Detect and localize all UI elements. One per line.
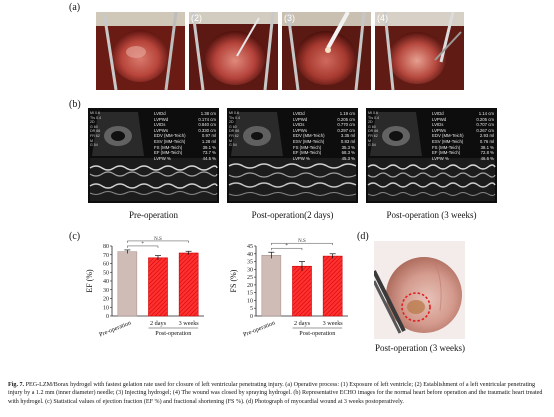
echo-caption-pre: Pre-operation [129,210,178,220]
echo-caption-2-days: Post-operation(2 days) [251,210,334,220]
photo-exposure [96,12,185,90]
y-tick-label: 50 [103,270,109,276]
group-label: Post-operation [299,330,335,337]
y-tick-label: 10 [247,298,253,304]
y-tick-label: 80 [103,244,109,250]
figure-caption: Fig. 7. PEG-LZM/Borax hydrogel with fast… [8,381,548,406]
x-tick-label: Pre-operation [242,319,276,338]
panel-label-a: (a) [69,2,81,13]
x-tick-label: 3 weeks [323,320,344,327]
significance-bracket [127,240,189,243]
photo-wound-3-weeks [374,241,465,339]
panel-label-b: (b) [69,99,81,110]
figure-caption-text: PEG-LZM/Borax hydrogel with fastest gela… [8,382,543,405]
photo-injury [189,12,278,90]
ef-bar-chart: 0 10 20 30 40 50 60 70 80 EF (%) * N.S Pre-operation… [85,237,204,338]
y-tick-label: 25 [247,275,253,281]
bar [178,252,199,317]
photo-d-caption: Post-operation (3 weeks) [375,343,465,353]
y-tick-label: 40 [247,252,253,258]
y-axis-label: FS (%) [229,269,238,292]
echo-measurements: LVIDd 1.38 cm LVPWd 0.174 cm LVIDs 0.840 cm… [154,111,216,161]
significance-label: * [285,244,288,249]
echo-measurements: LVIDd 1.19 cm LVPWd 0.205 cm LVIDs 0.770 cm… [293,111,355,161]
y-axis-label: EF (%) [85,269,94,293]
x-tick-label: 2 days [294,320,311,327]
y-tick-label: 15 [247,291,253,297]
y-tick-label: 45 [247,244,253,250]
echo-caption-3-weeks: Post-operation (3 weeks) [386,210,477,220]
x-tick-label: 3 weeks [179,320,200,327]
significance-bracket [127,245,159,248]
bar [117,251,138,317]
panel-label-d: (d) [357,231,369,242]
y-tick-label: 30 [103,288,109,294]
significance-label: N.S [298,239,306,244]
y-tick-label: 20 [247,283,253,289]
figure-caption-lead: Fig. 7. [8,382,25,388]
bar [292,265,312,317]
x-tick-label: 2 days [150,320,167,327]
bar [261,255,282,317]
y-tick-label: 70 [103,253,109,259]
y-tick-label: 40 [103,279,109,285]
photo-number-3: (3) [284,13,295,23]
bar [148,257,168,317]
y-tick-label: 60 [103,262,109,268]
echo-measurements: LVIDd 1.14 cm LVPWd 0.205 cm LVIDs 0.707 cm… [432,111,494,161]
x-tick-label: Pre-operation [98,319,132,338]
significance-bracket [271,242,333,246]
significance-label: * [141,242,144,247]
y-tick-label: 35 [247,260,253,266]
panel-label-c: (c) [69,231,81,242]
photo-injecting [282,12,371,90]
bar [322,255,343,317]
group-label: Post-operation [155,330,191,337]
photo-number-4: (4) [377,13,388,23]
y-tick-label: 0 [250,314,253,320]
significance-label: N.S [154,237,162,242]
photo-spraying [375,12,464,90]
y-tick-label: 30 [247,267,253,273]
significance-bracket [271,247,303,251]
y-tick-label: 10 [103,305,109,311]
photo-number-2: (2) [191,13,202,23]
y-tick-label: 5 [250,306,253,312]
y-tick-label: 0 [106,314,109,320]
y-tick-label: 20 [103,297,109,303]
